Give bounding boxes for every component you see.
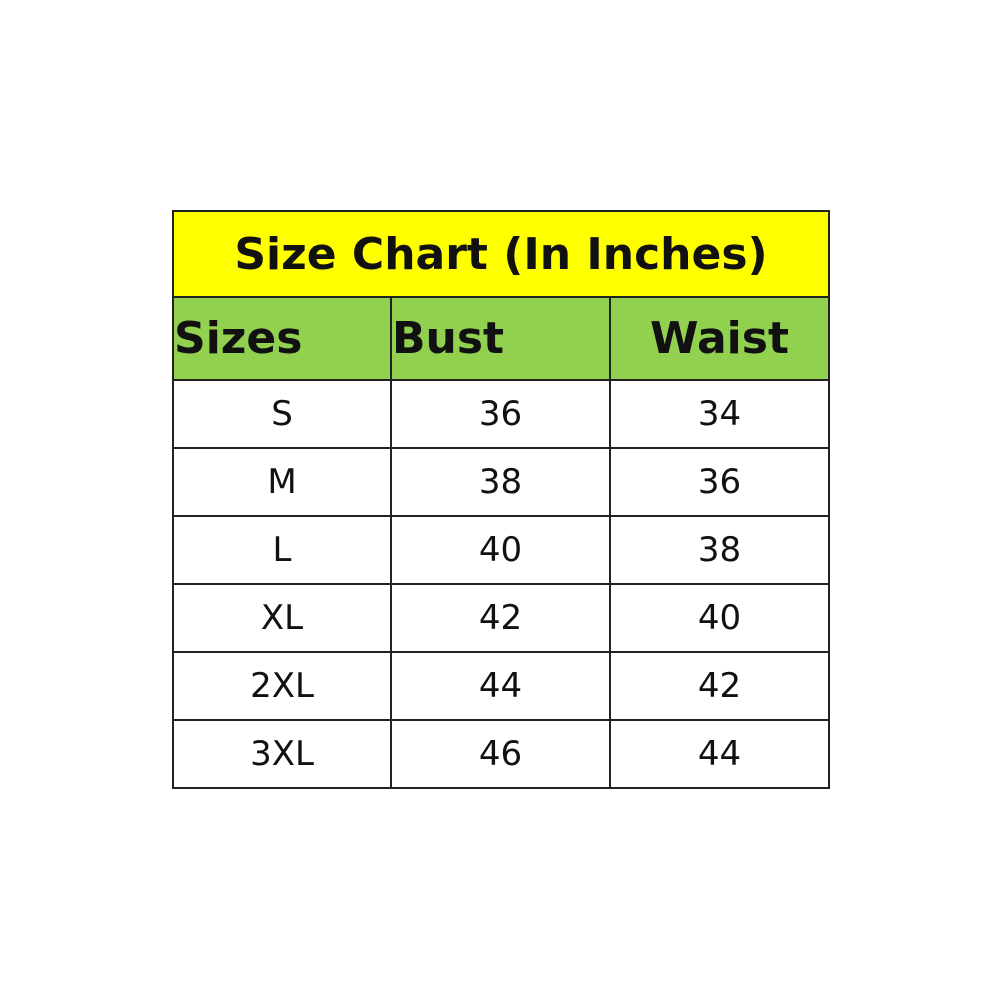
bust-cell: 46 bbox=[390, 719, 611, 789]
header-row: Sizes Bust Waist bbox=[172, 296, 830, 381]
waist-cell: 34 bbox=[609, 379, 830, 449]
size-cell: L bbox=[172, 515, 392, 585]
waist-cell: 40 bbox=[609, 583, 830, 653]
size-cell: 2XL bbox=[172, 651, 392, 721]
table-title: Size Chart (In Inches) bbox=[172, 210, 830, 298]
bust-cell: 44 bbox=[390, 651, 611, 721]
column-header-sizes: Sizes bbox=[172, 296, 392, 381]
title-row: Size Chart (In Inches) bbox=[172, 210, 830, 298]
table-row: M 38 36 bbox=[172, 447, 830, 517]
column-header-bust: Bust bbox=[390, 296, 611, 381]
bust-cell: 42 bbox=[390, 583, 611, 653]
size-cell: XL bbox=[172, 583, 392, 653]
waist-cell: 42 bbox=[609, 651, 830, 721]
waist-cell: 44 bbox=[609, 719, 830, 789]
size-chart-table: Size Chart (In Inches) Sizes Bust Waist … bbox=[172, 210, 830, 789]
table-row: 3XL 46 44 bbox=[172, 719, 830, 789]
size-cell: M bbox=[172, 447, 392, 517]
bust-cell: 36 bbox=[390, 379, 611, 449]
bust-cell: 40 bbox=[390, 515, 611, 585]
bust-cell: 38 bbox=[390, 447, 611, 517]
table-row: L 40 38 bbox=[172, 515, 830, 585]
table-row: XL 42 40 bbox=[172, 583, 830, 653]
column-header-waist: Waist bbox=[609, 296, 830, 381]
table-row: 2XL 44 42 bbox=[172, 651, 830, 721]
size-cell: 3XL bbox=[172, 719, 392, 789]
waist-cell: 38 bbox=[609, 515, 830, 585]
table-row: S 36 34 bbox=[172, 379, 830, 449]
size-cell: S bbox=[172, 379, 392, 449]
waist-cell: 36 bbox=[609, 447, 830, 517]
